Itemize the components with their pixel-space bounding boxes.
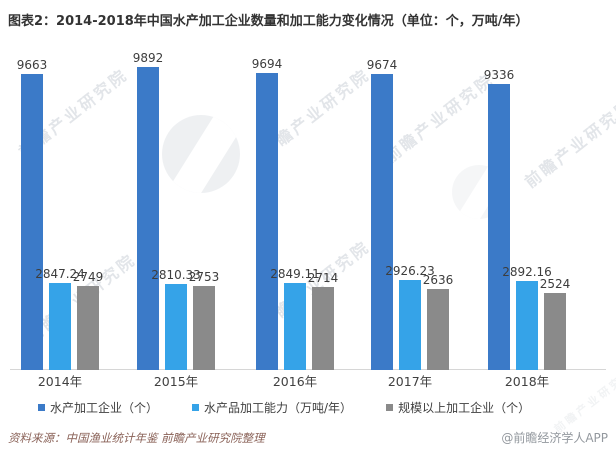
value-label: 9892 bbox=[132, 51, 164, 65]
value-label: 2749 bbox=[72, 270, 104, 284]
bar-水产品加工能力（万吨/年）-2015年 bbox=[165, 284, 187, 370]
bar-水产加工企业（个）-2014年 bbox=[21, 74, 43, 370]
legend-label: 水产品加工能力（万吨/年） bbox=[204, 401, 353, 415]
value-label: 2753 bbox=[188, 270, 220, 284]
value-label: 2524 bbox=[539, 277, 571, 291]
legend-item: 规模以上加工企业（个） bbox=[386, 399, 530, 416]
credit: @前瞻经济学人APP bbox=[501, 431, 608, 445]
bar-水产加工企业（个）-2017年 bbox=[371, 74, 393, 370]
x-axis-label-2016年: 2016年 bbox=[272, 374, 318, 389]
chart-title: 图表2：2014-2018年中国水产加工企业数量和加工能力变化情况（单位：个，万… bbox=[8, 14, 529, 29]
x-axis-line bbox=[10, 369, 606, 370]
bar-规模以上加工企业（个）-2017年 bbox=[427, 289, 449, 370]
value-label: 2849.11 bbox=[270, 267, 320, 281]
value-label: 9674 bbox=[366, 58, 398, 72]
x-axis-label-2018年: 2018年 bbox=[504, 374, 550, 389]
legend-marker-icon bbox=[192, 404, 200, 411]
bar-水产加工企业（个）-2015年 bbox=[137, 67, 159, 370]
source-note: 资料来源：中国渔业统计年鉴 前瞻产业研究院整理 bbox=[8, 431, 265, 445]
bar-水产品加工能力（万吨/年）-2016年 bbox=[284, 283, 306, 370]
value-label: 9336 bbox=[483, 68, 515, 82]
legend-label: 水产加工企业（个） bbox=[50, 401, 159, 415]
bar-水产加工企业（个）-2018年 bbox=[488, 84, 510, 370]
value-label: 9694 bbox=[251, 57, 283, 71]
bar-规模以上加工企业（个）-2014年 bbox=[77, 286, 99, 370]
bar-规模以上加工企业（个）-2018年 bbox=[544, 293, 566, 370]
bar-水产加工企业（个）-2016年 bbox=[256, 73, 278, 370]
value-label: 2714 bbox=[307, 271, 339, 285]
value-label: 9663 bbox=[16, 58, 48, 72]
legend-marker-icon bbox=[38, 404, 45, 411]
bar-规模以上加工企业（个）-2015年 bbox=[193, 286, 215, 370]
x-axis-label-2015年: 2015年 bbox=[153, 374, 199, 389]
value-label: 2810.33 bbox=[151, 268, 201, 282]
legend: 水产加工企业（个） 水产品加工能力（万吨/年） 规模以上加工企业（个） bbox=[38, 399, 530, 416]
bar-水产品加工能力（万吨/年）-2018年 bbox=[516, 281, 538, 370]
legend-item: 水产品加工能力（万吨/年） bbox=[192, 399, 352, 416]
value-label: 2636 bbox=[422, 273, 454, 287]
legend-marker-icon bbox=[386, 404, 394, 411]
x-axis-label-2014年: 2014年 bbox=[37, 374, 83, 389]
legend-item: 水产加工企业（个） bbox=[38, 399, 158, 416]
bar-水产品加工能力（万吨/年）-2017年 bbox=[399, 280, 421, 370]
bar-规模以上加工企业（个）-2016年 bbox=[312, 287, 334, 370]
value-label: 2926.23 bbox=[385, 264, 435, 278]
x-axis-label-2017年: 2017年 bbox=[387, 374, 433, 389]
legend-label: 规模以上加工企业（个） bbox=[398, 401, 531, 415]
bar-水产品加工能力（万吨/年）-2014年 bbox=[49, 283, 71, 370]
value-label: 2847.24 bbox=[35, 267, 85, 281]
value-label: 2892.16 bbox=[502, 265, 552, 279]
